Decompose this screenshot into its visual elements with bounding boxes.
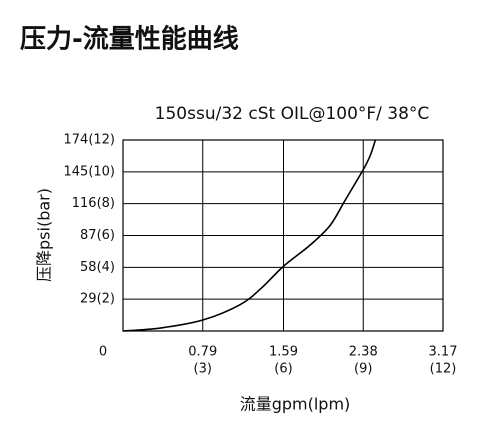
x-tick-metric-label: (12) [430, 362, 457, 377]
y-tick-label: 29(2) [80, 292, 115, 307]
y-tick-label: 145(10) [64, 164, 116, 179]
x-tick-label: 0.79 [188, 345, 217, 360]
x-tick-metric-label: (3) [194, 362, 212, 377]
x-tick-label: 3.17 [429, 345, 458, 360]
y-tick-label: 174(12) [64, 133, 116, 148]
y-tick-label: 116(8) [72, 196, 115, 211]
chart-title: 压力-流量性能曲线 [20, 24, 239, 55]
y-axis-label: 压降psi(bar) [35, 188, 54, 282]
x-tick-metric-label: (9) [354, 362, 372, 377]
flow-curve [122, 139, 377, 332]
y-tick-label: 87(6) [80, 228, 115, 243]
x-tick-label: 0 [99, 345, 107, 360]
x-tick-label: 1.59 [269, 345, 298, 360]
chart-subtitle: 150ssu/32 cSt OIL@100°F/ 38°C [155, 104, 430, 124]
x-tick-label: 2.38 [349, 345, 378, 360]
y-tick-label: 58(4) [80, 260, 115, 275]
x-tick-metric-label: (6) [274, 362, 292, 377]
x-axis-label: 流量gpm(lpm) [240, 395, 351, 414]
